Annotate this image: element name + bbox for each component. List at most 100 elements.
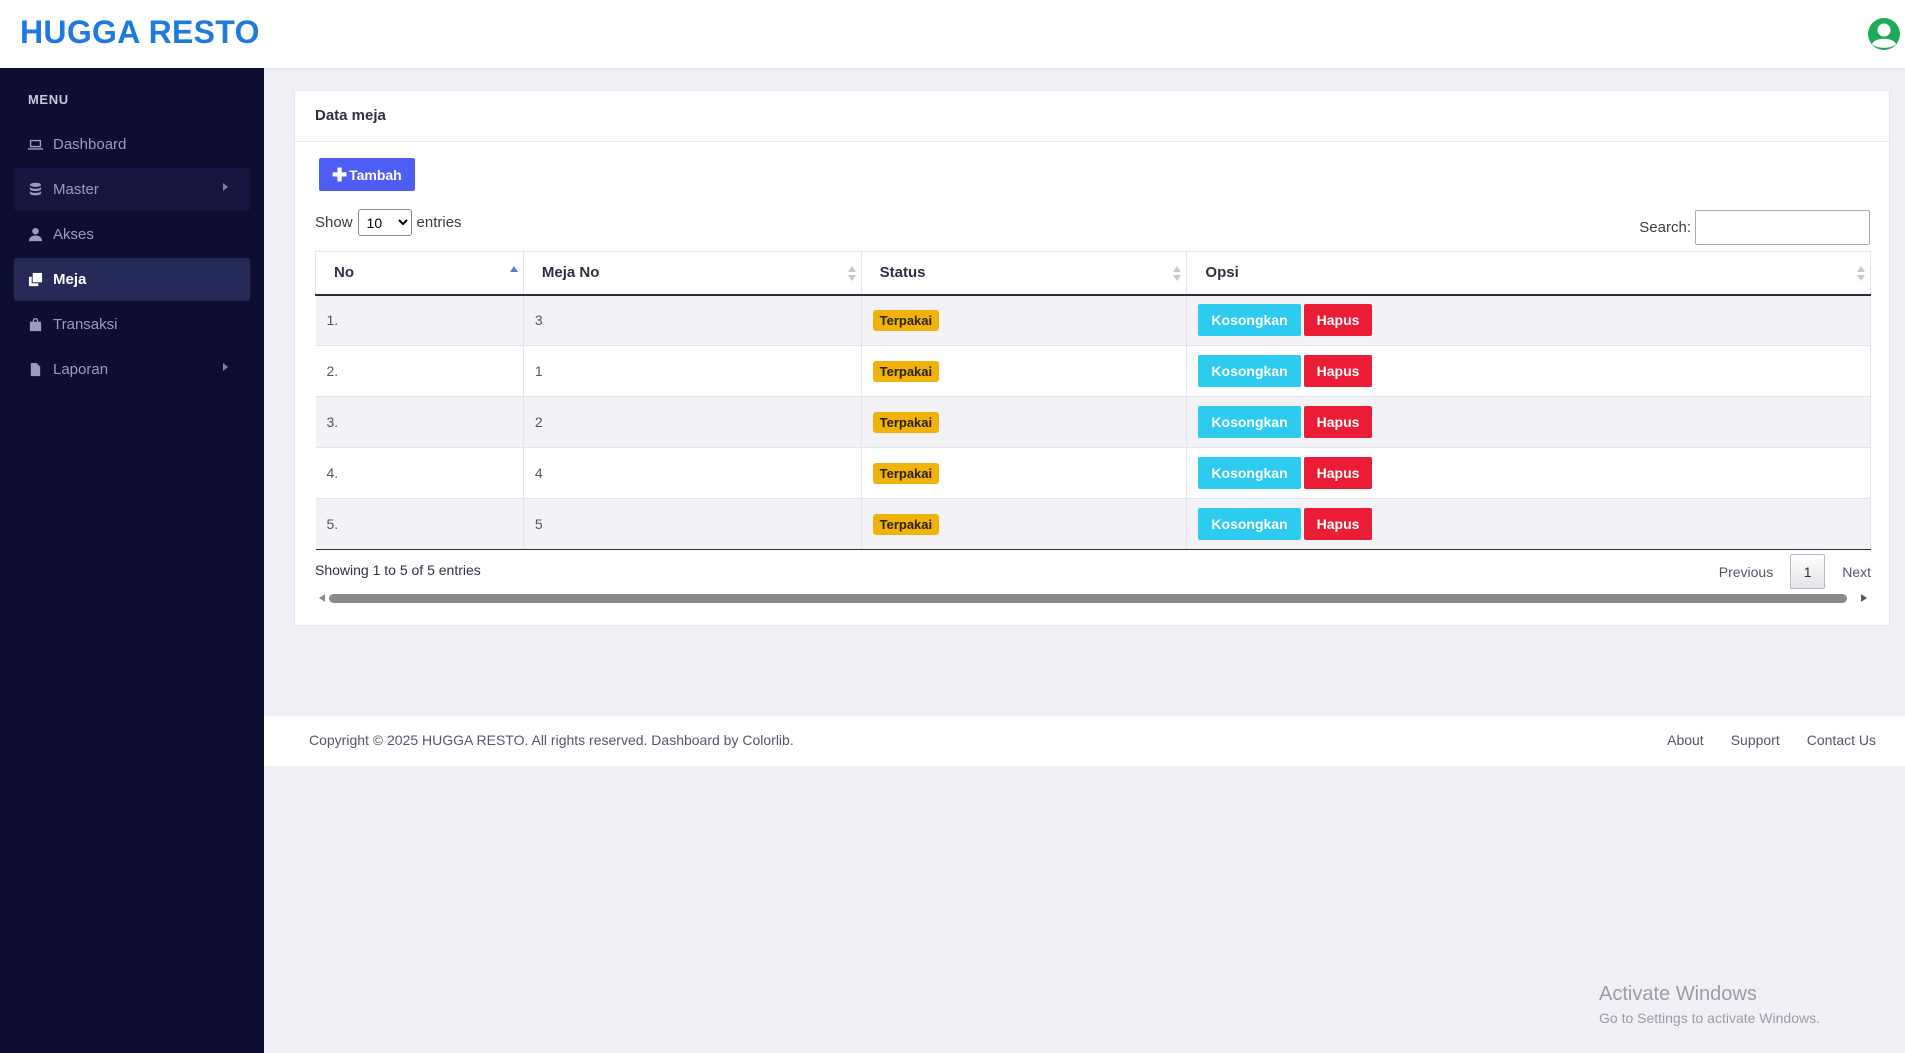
- entries-label: entries: [416, 214, 462, 231]
- cell-status: Terpakai: [861, 498, 1188, 550]
- pagination: Previous 1 Next: [1719, 554, 1871, 589]
- status-badge: Terpakai: [872, 360, 940, 382]
- cell-meja-no: 2: [523, 396, 862, 448]
- column-header-status[interactable]: Status: [861, 251, 1188, 296]
- sidebar-item-meja[interactable]: Meja: [14, 258, 250, 301]
- scroll-left-arrow-icon[interactable]: [319, 594, 325, 602]
- page-length-control: Show 10 entries: [315, 209, 462, 236]
- top-bar: HUGGA RESTO: [0, 0, 1905, 68]
- cell-opsi: Kosongkan Hapus: [1186, 498, 1871, 550]
- hapus-button[interactable]: Hapus: [1303, 304, 1373, 337]
- table-row: 5. 5 Terpakai Kosongkan Hapus: [315, 498, 1871, 550]
- laptop-icon: [27, 137, 43, 153]
- card-title: Data meja: [295, 91, 1889, 142]
- watermark-subtitle: Go to Settings to activate Windows.: [1599, 1010, 1820, 1026]
- table-row: 3. 2 Terpakai Kosongkan Hapus: [315, 396, 1871, 448]
- user-avatar-icon[interactable]: [1867, 17, 1901, 51]
- footer-link-about[interactable]: About: [1667, 732, 1704, 748]
- next-page-button[interactable]: Next: [1842, 563, 1871, 580]
- brand-logo[interactable]: HUGGA RESTO: [20, 14, 260, 50]
- database-icon: [27, 182, 43, 198]
- status-badge: Terpakai: [872, 411, 940, 433]
- copyright-text: Copyright © 2025 HUGGA RESTO. All rights…: [309, 732, 794, 748]
- scrollbar-thumb[interactable]: [329, 594, 1847, 603]
- cell-no: 1.: [315, 294, 524, 346]
- footer: Copyright © 2025 HUGGA RESTO. All rights…: [264, 716, 1905, 766]
- footer-link-support[interactable]: Support: [1730, 732, 1780, 748]
- cell-meja-no: 3: [523, 294, 862, 346]
- kosongkan-button[interactable]: Kosongkan: [1198, 355, 1301, 387]
- cell-opsi: Kosongkan Hapus: [1186, 294, 1871, 346]
- kosongkan-button[interactable]: Kosongkan: [1198, 457, 1301, 489]
- sort-icon: [847, 266, 856, 282]
- kosongkan-button[interactable]: Kosongkan: [1198, 508, 1301, 540]
- cell-status: Terpakai: [861, 447, 1188, 499]
- add-button-label: Tambah: [349, 166, 402, 183]
- footer-link-contact[interactable]: Contact Us: [1806, 732, 1876, 748]
- footer-links: About Support Contact Us: [1640, 732, 1876, 748]
- previous-page-button[interactable]: Previous: [1718, 563, 1774, 580]
- data-meja-card: Data meja ✚ Tambah Show 10 entries Searc…: [294, 90, 1890, 626]
- search-input[interactable]: [1695, 210, 1870, 245]
- kosongkan-button[interactable]: Kosongkan: [1198, 406, 1301, 438]
- table-row: 4. 4 Terpakai Kosongkan Hapus: [315, 447, 1871, 499]
- meja-table: No Meja No Status Opsi 1. 3 Terpakai Kos…: [315, 251, 1871, 550]
- table-header-row: No Meja No Status Opsi: [315, 251, 1871, 296]
- sidebar-item-master[interactable]: Master: [14, 168, 250, 211]
- page-1-button[interactable]: 1: [1790, 554, 1826, 589]
- cell-no: 2.: [315, 345, 524, 397]
- file-icon: [27, 362, 43, 378]
- sort-icon: [1857, 266, 1865, 282]
- hapus-button[interactable]: Hapus: [1303, 457, 1373, 489]
- cell-opsi: Kosongkan Hapus: [1186, 345, 1871, 397]
- cell-meja-no: 1: [523, 345, 862, 397]
- column-header-opsi[interactable]: Opsi: [1186, 251, 1871, 296]
- sidebar-item-transaksi[interactable]: Transaksi: [14, 303, 250, 346]
- add-button[interactable]: ✚ Tambah: [319, 158, 415, 191]
- cell-no: 4.: [315, 447, 524, 499]
- search-label: Search:: [1639, 219, 1691, 236]
- table-row: 2. 1 Terpakai Kosongkan Hapus: [315, 345, 1871, 397]
- sidebar-nav: Dashboard Master Akses Meja Transaksi La…: [14, 123, 250, 393]
- sort-asc-icon: [509, 266, 518, 282]
- sidebar-item-laporan[interactable]: Laporan: [14, 348, 250, 391]
- sort-icon: [1173, 266, 1182, 282]
- sidebar: MENU Dashboard Master Akses Meja Transak…: [0, 68, 264, 1053]
- column-header-no[interactable]: No: [315, 251, 524, 296]
- shopping-bag-icon: [27, 317, 43, 333]
- sidebar-item-label: Transaksi: [53, 316, 118, 333]
- clone-icon: [27, 272, 43, 288]
- plus-icon: ✚: [332, 164, 348, 185]
- sidebar-item-label: Dashboard: [53, 136, 127, 153]
- user-icon: [27, 227, 43, 243]
- hapus-button[interactable]: Hapus: [1303, 508, 1373, 540]
- kosongkan-button[interactable]: Kosongkan: [1198, 304, 1301, 337]
- horizontal-scrollbar[interactable]: [319, 593, 1867, 603]
- cell-no: 3.: [315, 396, 524, 448]
- hapus-button[interactable]: Hapus: [1303, 355, 1373, 387]
- sidebar-item-dashboard[interactable]: Dashboard: [14, 123, 250, 166]
- search-control: Search:: [1639, 210, 1870, 245]
- status-badge: Terpakai: [872, 309, 940, 331]
- status-badge: Terpakai: [872, 513, 940, 535]
- hapus-button[interactable]: Hapus: [1303, 406, 1373, 438]
- cell-no: 5.: [315, 498, 524, 550]
- table-row: 1. 3 Terpakai Kosongkan Hapus: [315, 294, 1871, 346]
- chevron-right-icon: [223, 183, 228, 191]
- sidebar-item-label: Akses: [53, 226, 94, 243]
- cell-status: Terpakai: [861, 396, 1188, 448]
- column-header-meja-no[interactable]: Meja No: [523, 251, 862, 296]
- scroll-right-arrow-icon[interactable]: [1861, 594, 1867, 602]
- cell-status: Terpakai: [861, 294, 1188, 346]
- cell-status: Terpakai: [861, 345, 1188, 397]
- status-badge: Terpakai: [872, 462, 940, 484]
- page-length-select[interactable]: 10: [357, 209, 412, 236]
- menu-heading: MENU: [28, 92, 69, 107]
- show-label: Show: [315, 214, 353, 231]
- sidebar-item-akses[interactable]: Akses: [14, 213, 250, 256]
- cell-meja-no: 5: [523, 498, 862, 550]
- chevron-right-icon: [223, 363, 228, 371]
- windows-activation-watermark: Activate Windows Go to Settings to activ…: [1599, 983, 1820, 1026]
- sidebar-item-label: Master: [53, 181, 99, 198]
- sidebar-item-label: Meja: [53, 271, 87, 288]
